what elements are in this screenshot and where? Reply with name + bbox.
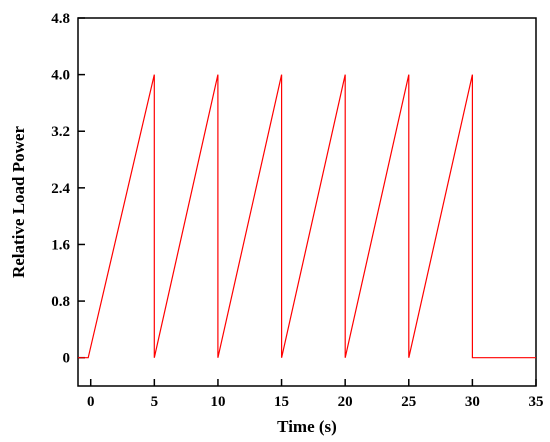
x-tick-label: 25 [401,394,416,410]
x-tick-label: 15 [274,394,289,410]
y-tick-label: 4.0 [51,68,70,84]
x-axis-title: Time (s) [277,417,337,436]
x-tick-label: 35 [529,394,544,410]
y-tick-label: 0 [63,351,71,367]
y-tick-label: 2.4 [51,181,70,197]
x-axis: 0 5 10 15 20 25 30 35 [87,379,544,410]
x-tick-label: 0 [87,394,95,410]
series-line-0 [78,74,536,359]
y-axis: 0 0.8 1.6 2.4 3.2 4.0 4.8 [51,11,85,367]
y-tick-label: 3.2 [51,124,70,140]
y-tick-label: 4.8 [51,11,70,27]
plot-frame [77,17,537,387]
x-tick-label: 5 [151,394,159,410]
series-layer [78,74,536,359]
y-axis-title: Relative Load Power [9,126,28,278]
x-tick-label: 30 [465,394,480,410]
y-tick-label: 0.8 [51,294,70,310]
x-tick-label: 10 [210,394,225,410]
y-tick-label: 1.6 [51,237,70,253]
x-tick-label: 20 [338,394,353,410]
